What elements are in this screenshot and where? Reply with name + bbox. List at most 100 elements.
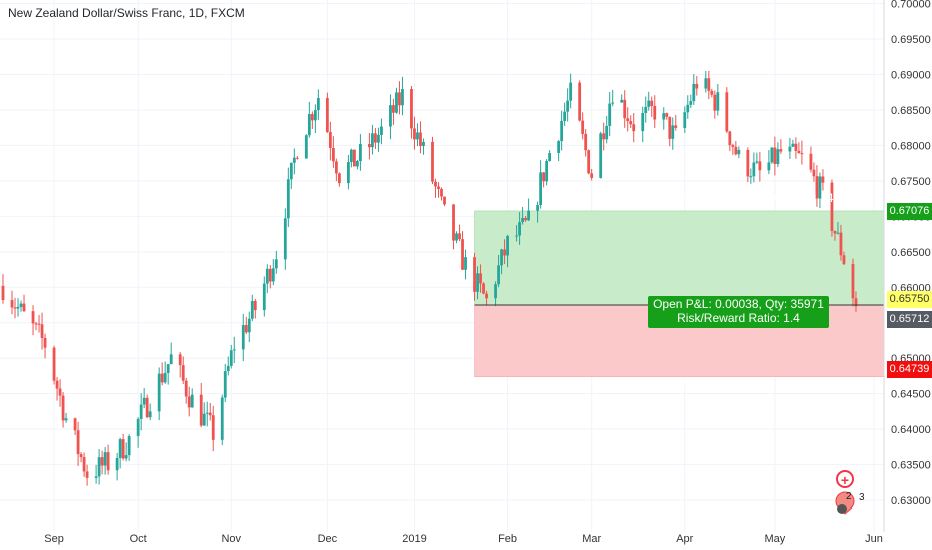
candle-body [76, 430, 80, 455]
candle-body [377, 134, 380, 143]
candle-body [283, 218, 287, 260]
candle-body [497, 265, 500, 285]
candle-body [178, 354, 182, 366]
candle-body [458, 233, 461, 240]
candle-body [359, 144, 362, 162]
candle-body [854, 298, 858, 307]
candle-body [791, 143, 795, 147]
candle-body [356, 161, 359, 167]
candle-body [620, 99, 624, 103]
entry-price-tag: 0.65750 [887, 291, 932, 308]
profit-zone[interactable] [474, 210, 885, 306]
target-label[interactable]: Target: 0.01364 (2.08%) 136.4, Amount: 1… [604, 191, 864, 205]
candle-body [310, 114, 314, 121]
candle-body [674, 125, 678, 128]
candle-body [82, 457, 86, 472]
candle-body [539, 172, 543, 206]
stop-label[interactable]: Stop: 0.00973 (1.48%) 97.3, Amount: 650 [625, 375, 846, 389]
y-tick-label: 0.70000 [891, 0, 931, 11]
candle-body [515, 235, 518, 237]
price-axis[interactable]: 0.70000 0.69500 0.69000 0.68500 0.68000 0.675… [891, 0, 931, 507]
candle-body [683, 112, 687, 128]
candle-body [316, 97, 320, 111]
candle-body [566, 100, 570, 112]
candle-body [184, 380, 188, 397]
candle-body [611, 102, 615, 104]
candle-body [40, 324, 44, 338]
candle-body [307, 114, 311, 136]
candle-body [199, 394, 203, 426]
pnl-label: Open P&L: 0.00038, Qty: 35971 [653, 297, 824, 311]
candle-body [208, 412, 212, 416]
candle-body [662, 113, 666, 120]
plus-icon[interactable]: + [836, 470, 854, 488]
candle-body [563, 111, 567, 121]
candle-body [800, 153, 804, 155]
candle-body [578, 82, 582, 121]
chart-title: New Zealand Dollar/Swiss Franc, 1D, FXCM [8, 6, 245, 20]
event-flag-icon[interactable] [834, 490, 856, 516]
candle-body [812, 169, 816, 177]
candle-body [100, 457, 104, 466]
candle-body [713, 94, 717, 111]
risk-reward-label: Risk/Reward Ratio: 1.4 [677, 311, 800, 325]
candle-body [668, 116, 672, 139]
y-tick-label: 0.67500 [891, 176, 931, 188]
candle-body [55, 380, 59, 389]
candle-body [247, 318, 251, 333]
event-count-3[interactable]: 3 [859, 492, 865, 503]
candle-body [503, 249, 506, 256]
candle-body [368, 144, 371, 148]
event-count-2[interactable]: 2 [846, 491, 852, 502]
candle-body [349, 149, 353, 163]
candle-body [181, 365, 185, 381]
candle-body [295, 157, 299, 159]
candle-body [148, 411, 152, 418]
candle-body [121, 439, 125, 459]
candle-body [250, 300, 254, 319]
candle-body [779, 149, 783, 152]
candle-body [437, 186, 440, 189]
candle-body [271, 268, 275, 282]
x-tick-label: Feb [498, 533, 517, 545]
candle-body [392, 105, 395, 113]
x-tick-label: 2019 [402, 533, 426, 545]
y-tick-label: 0.68500 [891, 105, 931, 117]
candle-body [842, 255, 846, 265]
candle-body [127, 436, 131, 456]
candle-body [331, 148, 335, 162]
candle-body [413, 128, 416, 140]
candle-body [767, 162, 771, 171]
candle-body [262, 283, 266, 311]
candle-body [79, 454, 83, 458]
candle-body [536, 205, 540, 211]
pnl-box[interactable]: Open P&L: 0.00038, Qty: 35971 Risk/Rewar… [648, 296, 829, 328]
y-tick-label: 0.64500 [891, 389, 931, 401]
candle-body [839, 232, 843, 256]
time-axis[interactable]: Sep Oct Nov Dec 2019 Feb Mar Apr May Jun [44, 533, 883, 545]
candle-body [157, 373, 161, 412]
candle-body [602, 133, 606, 140]
y-tick-label: 0.68000 [891, 140, 931, 152]
candle-body [590, 173, 594, 178]
candle-body [707, 78, 711, 91]
candle-body [410, 89, 413, 129]
x-tick-label: Jun [865, 533, 883, 545]
candle-body [548, 153, 552, 161]
candle-body [671, 125, 675, 139]
candle-body [64, 418, 68, 421]
y-tick-label: 0.66500 [891, 247, 931, 259]
candle-body [97, 457, 101, 477]
candle-body [830, 182, 834, 231]
candles [1, 70, 858, 486]
candle-body [223, 371, 227, 398]
candle-body [770, 147, 774, 163]
candle-body [569, 82, 573, 101]
candle-body [353, 149, 356, 167]
candle-body [145, 397, 149, 418]
candle-body [689, 101, 693, 105]
candle-body [455, 233, 458, 241]
candle-body [241, 325, 245, 350]
candle-body [581, 120, 585, 134]
